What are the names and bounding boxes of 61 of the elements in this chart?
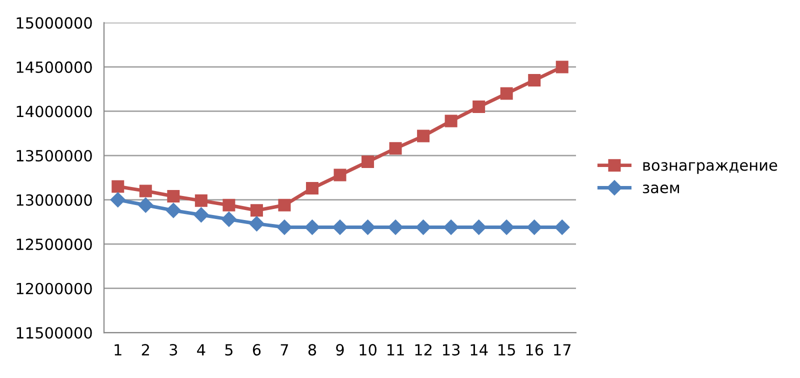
- point: [362, 155, 374, 168]
- x-tick-label: 17: [554, 344, 571, 356]
- point: [417, 130, 430, 142]
- x-tick-label: 1: [114, 344, 122, 356]
- legend-label: заем: [642, 184, 679, 194]
- x-tick-label: 8: [308, 344, 316, 356]
- point: [194, 194, 208, 207]
- y-tick-label: 14500000: [16, 61, 92, 73]
- point: [528, 74, 541, 86]
- y-tick-label: 13000000: [16, 194, 92, 206]
- x-tick-label: 2: [142, 344, 149, 356]
- x-tick-label: 13: [443, 344, 460, 356]
- point: [388, 220, 404, 235]
- point: [389, 142, 402, 155]
- point: [526, 220, 542, 235]
- point: [221, 212, 237, 227]
- point: [110, 192, 126, 208]
- y-tick-label: 11500000: [16, 327, 92, 339]
- point: [334, 168, 346, 182]
- point: [500, 87, 513, 100]
- point: [112, 180, 124, 193]
- x-tick-label: 14: [470, 344, 488, 356]
- point: [194, 207, 209, 222]
- point: [276, 220, 292, 235]
- point: [139, 184, 152, 198]
- legend-label: вознаграждение: [643, 162, 778, 174]
- x-tick-label: 12: [415, 344, 432, 356]
- x-tick-label: 9: [336, 344, 344, 356]
- point: [472, 100, 486, 114]
- point: [306, 182, 318, 195]
- y-tick-label: 12000000: [16, 282, 92, 294]
- y-tick-label: 15000000: [16, 17, 92, 29]
- point: [249, 216, 264, 232]
- point: [304, 220, 320, 235]
- point: [416, 220, 431, 235]
- y-tick-label: 14000000: [16, 106, 92, 118]
- point: [166, 202, 181, 218]
- point: [443, 220, 459, 235]
- point: [360, 220, 376, 235]
- x-tick-label: 7: [280, 344, 288, 356]
- x-tick-label: 4: [197, 344, 206, 356]
- x-tick-label: 15: [498, 344, 515, 356]
- y-tick-label: 13500000: [16, 150, 92, 162]
- x-tick-label: 11: [387, 344, 404, 356]
- point: [499, 220, 514, 235]
- x-tick-label: 3: [170, 344, 178, 356]
- point: [471, 220, 486, 235]
- x-tick-label: 5: [225, 344, 232, 356]
- point: [556, 60, 568, 74]
- point: [278, 198, 291, 212]
- point: [138, 198, 154, 213]
- x-tick-label: 10: [360, 344, 376, 356]
- x-tick-label: 6: [252, 344, 261, 356]
- point: [444, 114, 458, 128]
- x-tick-label: 16: [526, 344, 544, 356]
- point: [332, 220, 348, 235]
- point: [250, 204, 263, 217]
- y-tick-label: 12500000: [16, 238, 92, 250]
- point: [554, 220, 570, 235]
- point: [167, 190, 180, 203]
- point: [222, 198, 236, 212]
